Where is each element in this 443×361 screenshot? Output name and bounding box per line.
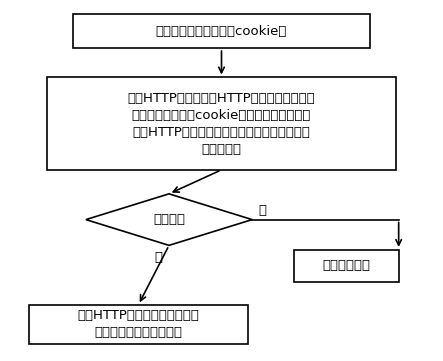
Polygon shape [86,194,252,245]
Bar [294,250,399,282]
Text: 操作成功: 操作成功 [153,213,185,226]
Text: 接收HTTP请求，根据HTTP请求内的站点类型
查找该站点对应的cookie值后进行站点登陆，
根据HTTP请求内的请求类型在登陆的站点内进
行相应操作: 接收HTTP请求，根据HTTP请求内的站点类型 查找该站点对应的cookie值后… [128,92,315,156]
Text: 否: 否 [259,204,267,217]
Text: 重新进行请求: 重新进行请求 [322,259,370,272]
Text: 是: 是 [154,251,162,264]
Text: 构造HTTP请求的结果页面的链
接并打开后进行自动截图: 构造HTTP请求的结果页面的链 接并打开后进行自动截图 [78,309,199,339]
Text: 存储用户在多个站点的cookie值: 存储用户在多个站点的cookie值 [156,25,287,38]
Bar [47,77,396,170]
Bar [73,14,370,48]
Bar [29,305,248,344]
